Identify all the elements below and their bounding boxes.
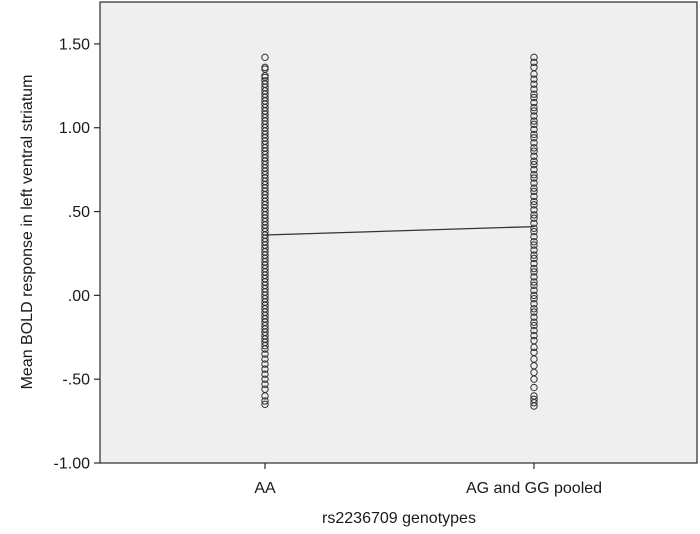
data-point <box>530 98 538 107</box>
data-point <box>530 107 538 115</box>
data-point <box>530 326 538 335</box>
data-point <box>530 224 538 233</box>
data-point <box>261 355 269 363</box>
data-point <box>530 286 538 295</box>
data-points <box>261 53 538 410</box>
data-point <box>530 144 538 152</box>
y-tick-label: .00 <box>68 288 90 305</box>
data-point <box>530 246 538 254</box>
data-point <box>530 53 538 62</box>
data-point <box>530 85 538 93</box>
data-point <box>530 343 538 352</box>
data-point <box>261 345 269 353</box>
data-point <box>530 402 538 410</box>
data-point <box>530 206 538 214</box>
y-axis-title: Mean BOLD response in left ventral stria… <box>19 75 36 390</box>
data-point <box>530 174 538 182</box>
data-point <box>530 219 538 227</box>
x-axis-title: rs2236709 genotypes <box>322 510 476 527</box>
data-point <box>530 179 538 187</box>
data-point <box>530 238 538 246</box>
data-point <box>530 273 538 281</box>
data-point <box>530 331 538 340</box>
data-point <box>530 157 538 165</box>
data-point <box>530 112 538 120</box>
data-point <box>261 400 269 409</box>
data-point <box>530 125 538 134</box>
data-point <box>261 375 269 383</box>
data-point <box>530 152 538 160</box>
data-point <box>530 278 538 286</box>
data-point <box>530 321 538 330</box>
data-point <box>530 383 538 392</box>
data-point <box>530 184 538 192</box>
data-point <box>530 264 538 273</box>
y-tick-label: -.50 <box>62 372 90 389</box>
data-point <box>530 232 538 241</box>
data-point <box>530 398 538 407</box>
data-point <box>530 147 538 155</box>
data-point <box>530 160 538 169</box>
data-point <box>261 397 269 405</box>
y-tick-label: 1.00 <box>59 120 90 137</box>
x-tick-label: AG and GG pooled <box>466 480 602 497</box>
data-point <box>530 295 538 303</box>
data-point <box>530 134 538 142</box>
data-point <box>530 259 538 268</box>
x-axis: AA AG and GG pooled <box>254 463 602 497</box>
data-point <box>530 58 538 67</box>
mean-line-layer <box>264 225 535 236</box>
data-point <box>261 360 269 368</box>
data-point <box>530 211 538 219</box>
data-point <box>530 300 538 308</box>
data-point <box>530 291 538 300</box>
data-point <box>261 350 269 358</box>
data-point <box>530 170 538 179</box>
plot-area <box>99 1 698 464</box>
data-point <box>530 187 538 196</box>
data-point <box>261 53 269 62</box>
data-point <box>530 375 538 383</box>
data-point <box>530 130 538 139</box>
data-point <box>530 254 538 263</box>
data-point <box>530 318 538 326</box>
y-tick-label: -1.00 <box>54 456 91 473</box>
y-axis: 1.50 1.00 .50 .00 -.50 -1.00 <box>54 36 100 473</box>
data-point <box>530 197 538 206</box>
data-point <box>530 192 538 201</box>
data-point <box>530 93 538 102</box>
data-point <box>530 251 538 259</box>
data-point <box>530 308 538 316</box>
data-point <box>530 120 538 129</box>
data-point <box>530 103 538 112</box>
data-point <box>530 241 538 249</box>
mean-line <box>264 225 535 236</box>
data-point <box>530 70 538 78</box>
data-point <box>261 341 269 350</box>
x-tick-label: AA <box>254 480 276 497</box>
data-point <box>530 80 538 88</box>
data-point <box>530 313 538 321</box>
data-point <box>530 75 538 83</box>
y-tick-label: .50 <box>68 204 90 221</box>
data-point <box>530 117 538 125</box>
data-point <box>530 268 538 276</box>
data-point <box>530 90 538 98</box>
data-point <box>530 214 538 222</box>
plot-background <box>99 1 698 464</box>
data-point <box>530 281 538 290</box>
data-point <box>261 365 269 373</box>
data-point <box>261 380 269 388</box>
data-point <box>530 227 538 236</box>
data-point <box>261 392 269 400</box>
data-point <box>530 201 538 209</box>
data-point <box>530 305 538 313</box>
data-point <box>530 139 538 147</box>
data-point <box>261 370 269 378</box>
data-point <box>530 165 538 174</box>
y-tick-label: 1.50 <box>59 36 90 53</box>
